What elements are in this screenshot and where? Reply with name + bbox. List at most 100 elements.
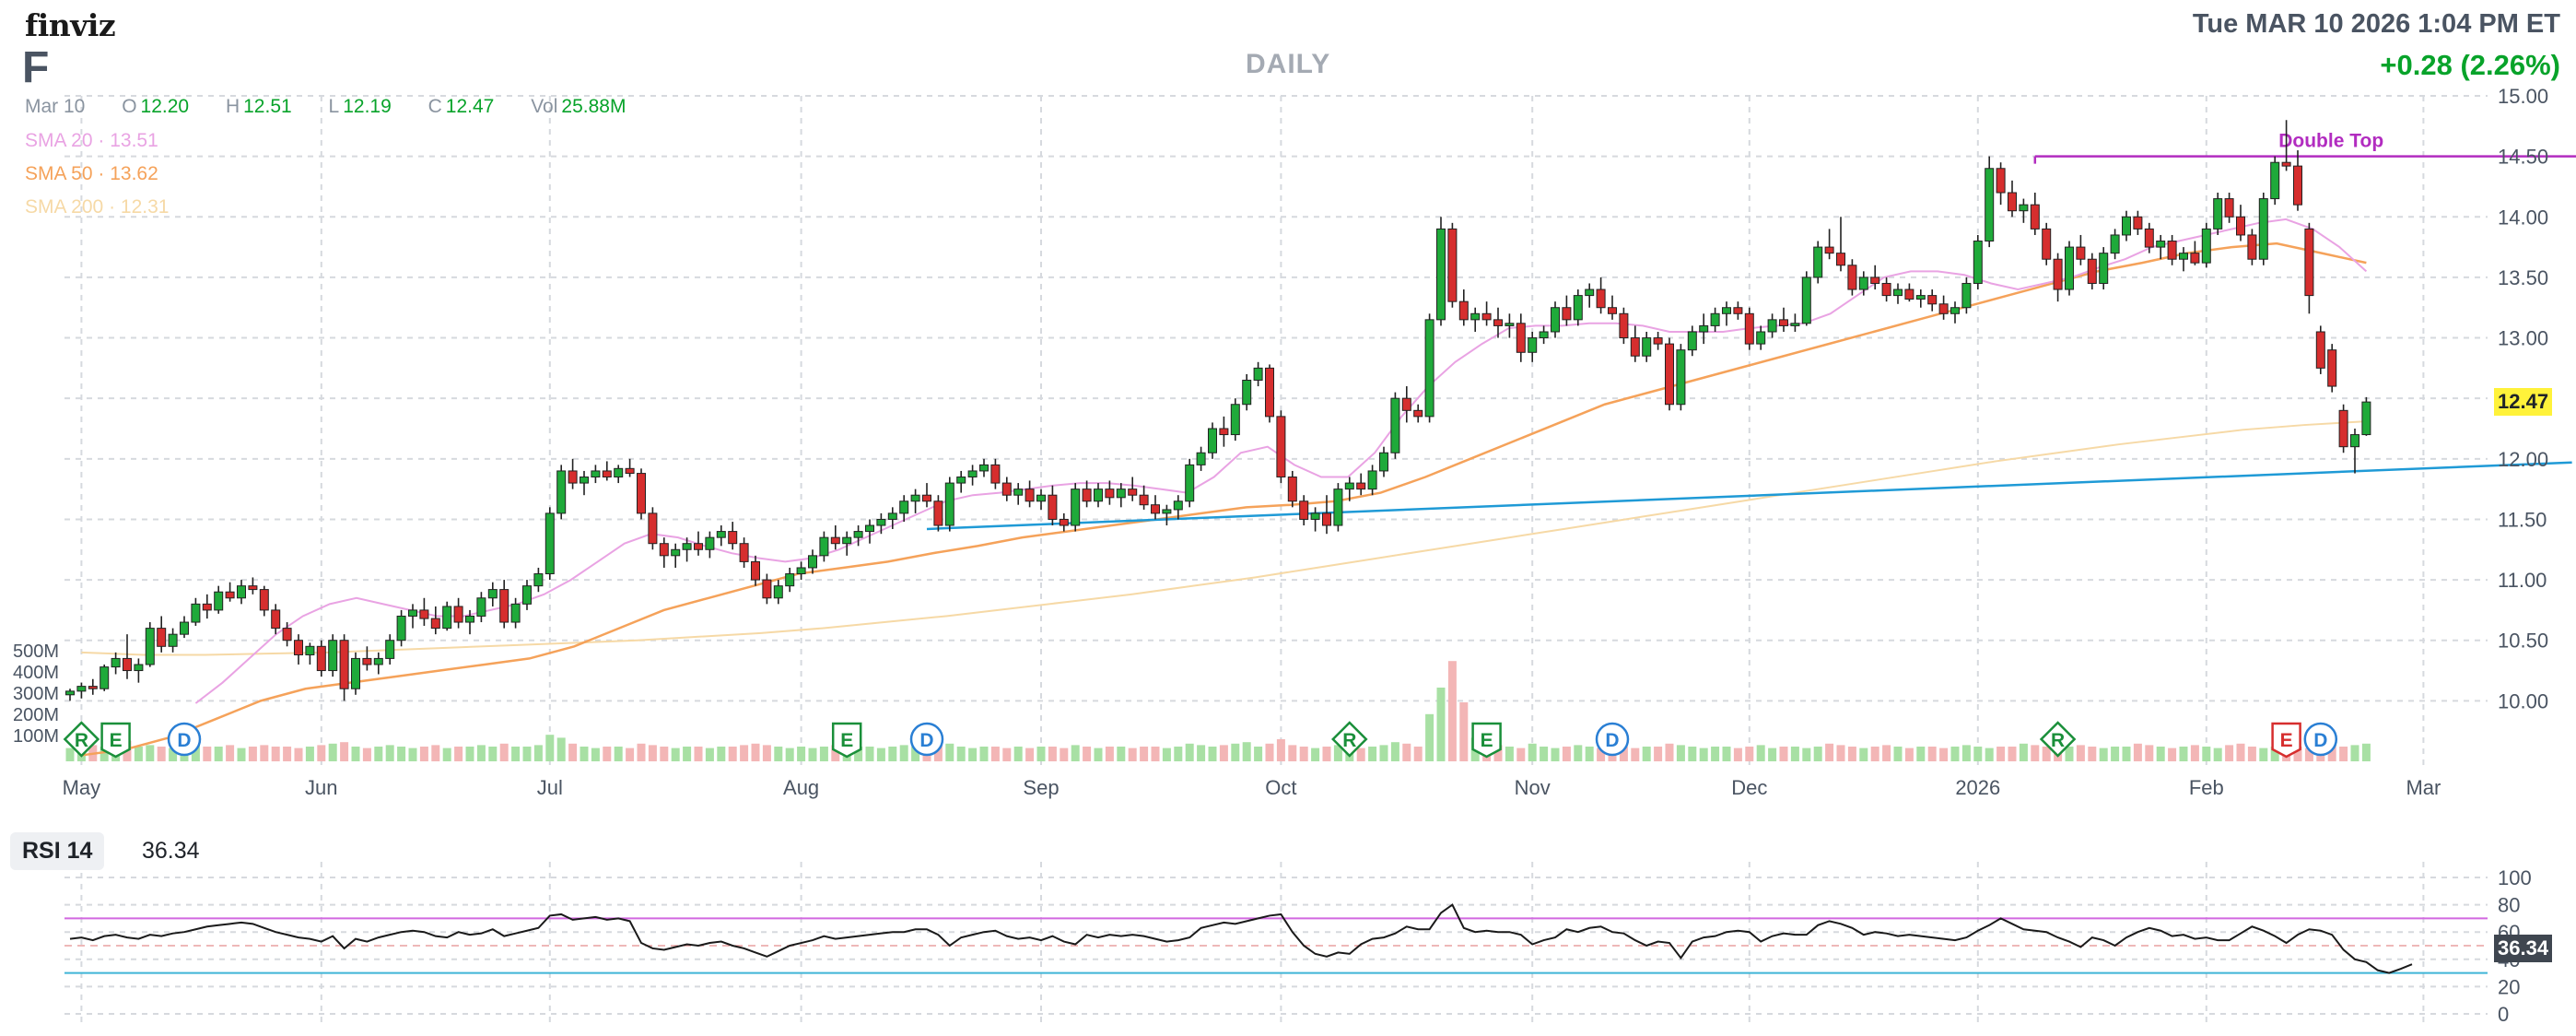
month-label: Dec xyxy=(1731,776,1767,799)
candle-body xyxy=(2076,246,2086,260)
candle-body xyxy=(1619,312,1629,339)
candle-body xyxy=(1013,489,1024,496)
candle-body xyxy=(1687,331,1697,351)
volume-bar xyxy=(1493,745,1503,761)
candle-body xyxy=(2327,349,2337,387)
candle-body xyxy=(694,543,703,550)
candle-body xyxy=(1824,246,1834,254)
month-label: Jul xyxy=(537,776,563,799)
event-diamond-R xyxy=(1331,721,1368,758)
price-tick-label: 10.00 xyxy=(2498,689,2548,712)
volume-bars xyxy=(65,661,2371,761)
candle-body xyxy=(282,628,292,642)
volume-bar xyxy=(214,747,223,761)
volume-bar xyxy=(888,747,897,761)
volume-bar xyxy=(717,747,726,761)
volume-bar xyxy=(1973,747,1983,761)
candle-body xyxy=(1196,452,1206,465)
volume-bar xyxy=(1985,748,1994,761)
double-top-label: Double Top xyxy=(2278,131,2383,152)
volume-bar xyxy=(968,748,978,761)
candle-body xyxy=(808,555,817,569)
candle-body xyxy=(1915,295,1926,300)
candle-body xyxy=(568,470,578,484)
volume-bar xyxy=(1996,747,2006,761)
volume-bar xyxy=(2099,748,2108,761)
candle-body xyxy=(1048,494,1058,520)
candle-body xyxy=(1105,489,1115,499)
datetime-label: Tue MAR 10 2026 1:04 PM ET xyxy=(2192,9,2560,39)
open-value: 12.20 xyxy=(140,96,190,117)
volume-bar xyxy=(671,748,680,761)
price-tick-label: 12.00 xyxy=(2498,448,2548,471)
volume-bar xyxy=(774,747,783,761)
volume-bar xyxy=(1779,747,1788,761)
finviz-logo[interactable]: finviz xyxy=(25,7,116,43)
candle-body xyxy=(191,603,201,623)
sma50-legend[interactable]: SMA 50 · 13.62 xyxy=(25,163,158,184)
candle-body xyxy=(1699,324,1709,333)
volume-bar xyxy=(2213,748,2222,761)
rsi-label[interactable]: RSI 14 xyxy=(10,832,105,870)
candle-body xyxy=(339,640,349,689)
volume-bar xyxy=(385,745,394,761)
volume-bar xyxy=(1802,748,1811,761)
close-label: C xyxy=(427,96,442,117)
volume-bar xyxy=(1242,742,1251,761)
volume-bar xyxy=(1916,747,1926,761)
sma50-label: SMA 50 xyxy=(25,163,93,184)
candle-body xyxy=(522,585,532,605)
volume-bar xyxy=(1356,748,1365,761)
candle-body xyxy=(123,657,132,672)
month-label: Nov xyxy=(1515,776,1551,799)
low-label: L xyxy=(328,96,340,117)
volume-bar xyxy=(169,748,178,761)
candle-body xyxy=(1310,512,1320,520)
volume-bar xyxy=(1631,748,1640,761)
candle-body xyxy=(1299,500,1309,520)
volume-bar xyxy=(2156,747,2165,761)
volume-bar xyxy=(2270,747,2279,761)
sma200-legend[interactable]: SMA 200 · 12.31 xyxy=(25,196,170,218)
volume-bar xyxy=(637,743,646,761)
candle-body xyxy=(1996,168,2006,194)
candle-body xyxy=(2087,258,2097,284)
event-letter: R xyxy=(1342,730,1356,751)
candle-body xyxy=(385,640,395,659)
event-badge-E xyxy=(2271,722,2301,759)
sma20-legend[interactable]: SMA 20 · 13.51 xyxy=(25,130,158,151)
volume-bar xyxy=(1083,747,1092,761)
candle-body xyxy=(1608,307,1617,314)
candle-body xyxy=(168,633,178,647)
volume-bar xyxy=(203,747,212,761)
high-label: H xyxy=(225,96,240,117)
volume-bar xyxy=(1597,748,1606,761)
candle-body xyxy=(533,573,544,587)
event-badge-E xyxy=(100,722,131,759)
volume-bar xyxy=(1390,742,1399,761)
volume-bar xyxy=(1322,747,1331,761)
candle-body xyxy=(990,464,1001,484)
candle-body xyxy=(2213,198,2223,230)
event-letter: E xyxy=(2280,730,2293,751)
candle-body xyxy=(157,628,167,647)
candle-body xyxy=(487,589,498,599)
volume-bar xyxy=(568,743,578,761)
volume-bar xyxy=(1642,747,1651,761)
ticker-symbol: F xyxy=(22,43,50,92)
volume-bar xyxy=(1013,747,1023,761)
candle-body xyxy=(1950,307,1960,314)
candle-body xyxy=(202,603,212,611)
volume-bar xyxy=(591,748,600,761)
open-label: O xyxy=(122,96,137,117)
candle-body xyxy=(785,573,795,587)
candle-body xyxy=(2224,198,2234,218)
volume-bar xyxy=(511,747,521,761)
rsi-last-tag: 36.34 xyxy=(2494,935,2553,962)
candle-body xyxy=(65,690,75,696)
candle-body xyxy=(1333,489,1343,526)
candle-body xyxy=(145,628,155,665)
volume-bar xyxy=(1197,745,1206,761)
volume-bar xyxy=(1231,743,1240,761)
